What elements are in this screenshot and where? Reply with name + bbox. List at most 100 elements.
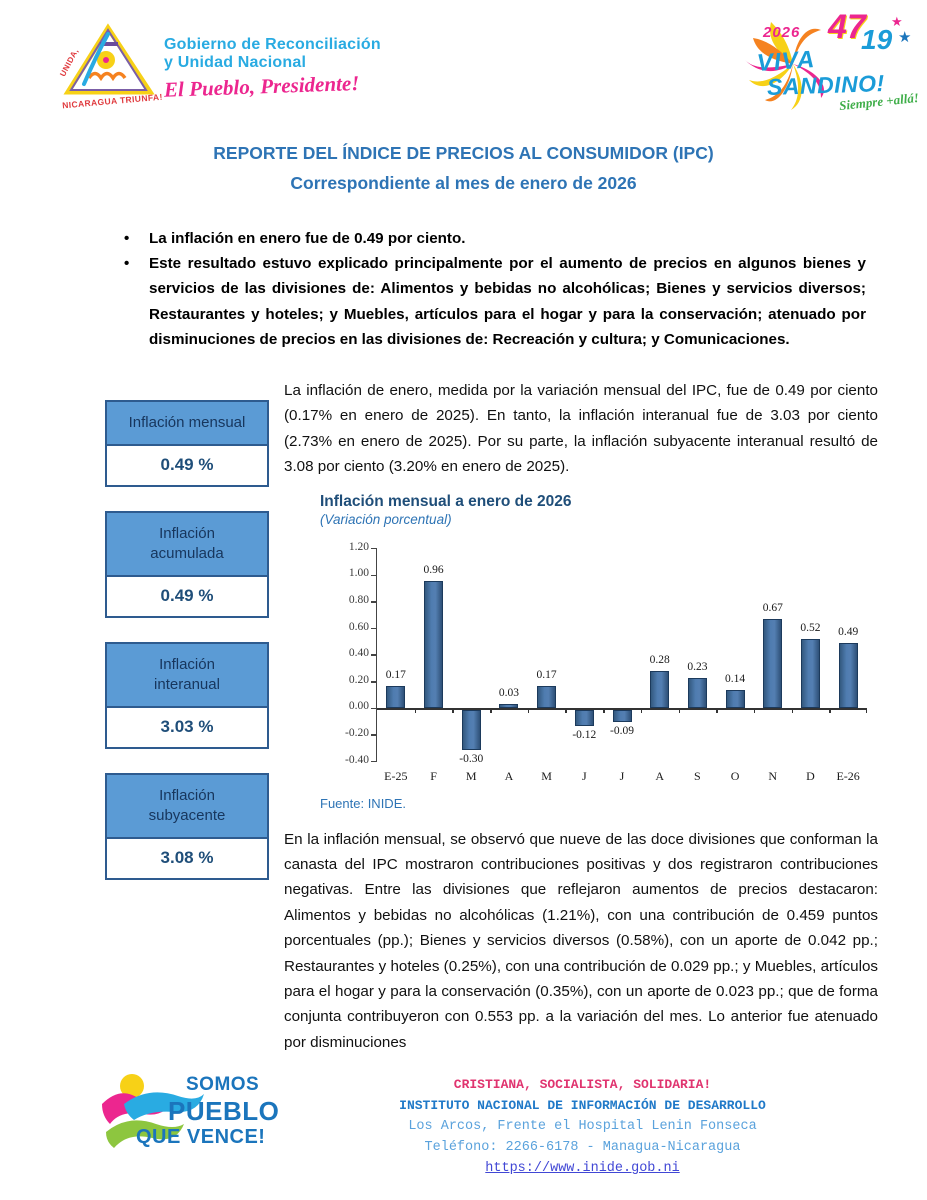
stat-label: Inflación acumulada — [107, 513, 267, 577]
x-axis-tick — [678, 708, 681, 714]
inflation-stat-boxes: Inflación mensual 0.49 % Inflación acumu… — [105, 400, 269, 904]
footer-website-link[interactable]: https://www.inide.gob.ni — [485, 1161, 680, 1176]
bar-value-label: -0.30 — [459, 753, 484, 766]
x-axis-category-label: E-26 — [836, 768, 860, 783]
title-line2: Correspondiente al mes de enero de 2026 — [290, 173, 637, 193]
monthly-inflation-chart: Inflación mensual a enero de 2026 (Varia… — [284, 493, 878, 811]
bar-value-label: 0.52 — [800, 622, 821, 635]
y-axis-tick — [371, 707, 377, 710]
bar-value-label: -0.09 — [610, 725, 634, 738]
stat-label: Inflación subyacente — [107, 775, 267, 839]
x-axis-category-label: F — [430, 768, 437, 783]
footer-address: Los Arcos, Frente el Hospital Lenin Fons… — [408, 1119, 757, 1134]
viva-sandino-logo: 2026 47 19 ★ ★ VIVA SANDINO! Siempre +al… — [735, 8, 920, 117]
paragraph-divisions-detail: En la inflación mensual, se observó que … — [284, 830, 878, 1051]
gov-logo-line2: y Unidad Nacional — [164, 54, 307, 71]
x-axis-tick — [603, 708, 605, 714]
main-content-column: La inflación de enero, medida por la var… — [284, 378, 878, 1055]
x-axis-tick — [791, 708, 794, 714]
page-title: REPORTE DEL ÍNDICE DE PRECIOS AL CONSUMI… — [0, 138, 927, 198]
bullet-item: Este resultado estuvo explicado principa… — [118, 251, 866, 352]
x-axis-tick — [452, 708, 454, 714]
stat-label: Inflación mensual — [107, 402, 267, 446]
government-logo: UNIDA, NICARAGUA TRIUNFA! Gobierno de Re… — [56, 20, 381, 110]
x-axis-tick — [414, 708, 417, 714]
star-icon: ★ — [891, 14, 903, 29]
stat-value: 0.49 % — [160, 455, 214, 474]
chart-source: Fuente: INIDE. — [320, 795, 406, 811]
bar-value-label: 0.28 — [649, 654, 670, 667]
bar-value-label: 0.03 — [498, 687, 519, 700]
footer: SOMOS PUEBLO QUE VENCE! CRISTIANA, SOCIA… — [100, 1070, 860, 1180]
x-axis-tick — [865, 708, 867, 714]
gov-logo-line1: Gobierno de Reconciliación — [164, 36, 381, 53]
footer-motto: CRISTIANA, SOCIALISTA, SOLIDARIA! — [453, 1077, 712, 1092]
y-axis-tick — [371, 734, 377, 736]
x-axis-tick — [640, 708, 643, 714]
x-axis-category-label: J — [619, 768, 625, 783]
sunburst-icon — [745, 22, 825, 110]
y-axis-tick-label: 0.40 — [348, 647, 369, 660]
footer-logo-que-vence: QUE VENCE! — [136, 1126, 266, 1148]
footer-logo-somos: SOMOS — [186, 1074, 260, 1095]
stat-value: 3.08 % — [160, 848, 214, 867]
nicaragua-triangle-emblem: UNIDA, NICARAGUA TRIUNFA! — [56, 20, 163, 110]
y-axis-tick-label: 0.00 — [348, 700, 369, 713]
bar-D — [800, 639, 820, 709]
bar-F — [424, 580, 444, 709]
bar-E-25 — [386, 685, 406, 709]
x-axis-line — [377, 708, 866, 710]
bar-O — [725, 689, 745, 709]
y-axis-tick — [371, 681, 377, 683]
bar-value-label: -0.12 — [572, 729, 597, 742]
x-axis-tick — [716, 708, 718, 714]
bullet-item: La inflación en enero fue de 0.49 por ci… — [118, 226, 866, 251]
y-axis-tick-label: 0.60 — [348, 620, 369, 633]
x-axis-tick — [490, 708, 492, 714]
y-axis-tick-label: 0.20 — [348, 673, 369, 686]
x-axis-tick — [565, 708, 567, 714]
y-axis-tick-label: 0.80 — [348, 593, 369, 606]
x-axis-tick — [829, 708, 831, 714]
bar-value-label: 0.49 — [838, 626, 859, 639]
footer-contact-block: CRISTIANA, SOCIALISTA, SOLIDARIA! INSTIT… — [305, 1070, 860, 1180]
y-axis-tick — [371, 574, 377, 576]
stat-box-interanual: Inflación interanual 3.03 % — [105, 642, 269, 749]
x-axis-category-label: M — [541, 768, 552, 783]
paragraph-inflation-summary: La inflación de enero, medida por la var… — [284, 382, 878, 476]
bar-J — [574, 709, 594, 726]
y-axis-tick-label: 1.20 — [348, 540, 369, 553]
y-axis-tick-label: 1.00 — [348, 567, 369, 580]
bar-value-label: 0.96 — [423, 563, 444, 576]
x-axis-tick — [527, 708, 530, 714]
waves-icon — [102, 1074, 204, 1148]
stat-label: Inflación interanual — [107, 644, 267, 708]
bar-A — [499, 704, 519, 709]
y-axis-tick — [371, 760, 377, 763]
footer-logo-pueblo: PUEBLO — [168, 1096, 280, 1126]
x-axis-category-label: M — [465, 768, 477, 783]
stat-box-mensual: Inflación mensual 0.49 % — [105, 400, 269, 487]
bar-M — [537, 685, 557, 709]
y-axis-tick-label: -0.40 — [345, 753, 369, 766]
stat-value: 3.03 % — [160, 717, 214, 736]
x-axis-category-label: A — [655, 768, 665, 783]
y-axis-tick — [371, 601, 377, 603]
y-axis-tick — [371, 627, 377, 630]
chart-title: Inflación mensual a enero de 2026 — [320, 492, 572, 510]
x-axis-category-label: J — [581, 768, 587, 783]
y-axis-tick — [371, 547, 377, 550]
x-axis-category-label: D — [806, 768, 815, 783]
y-axis-tick-label: -0.20 — [345, 727, 369, 739]
bar-value-label: 0.67 — [762, 602, 783, 615]
somos-pueblo-logo: SOMOS PUEBLO QUE VENCE! — [100, 1070, 305, 1180]
viva-19: 19 — [861, 24, 893, 55]
chart-subtitle: (Variación porcentual) — [320, 511, 452, 527]
viva-47: 47 — [828, 8, 866, 46]
bar-value-label: 0.17 — [385, 668, 406, 681]
bar-E-26 — [838, 643, 858, 709]
footer-institute-name: INSTITUTO NACIONAL DE INFORMACIÓN DE DES… — [399, 1098, 766, 1113]
gov-logo-slogan: El Pueblo, Presidente! — [163, 70, 360, 102]
bar-value-label: 0.14 — [725, 672, 746, 685]
